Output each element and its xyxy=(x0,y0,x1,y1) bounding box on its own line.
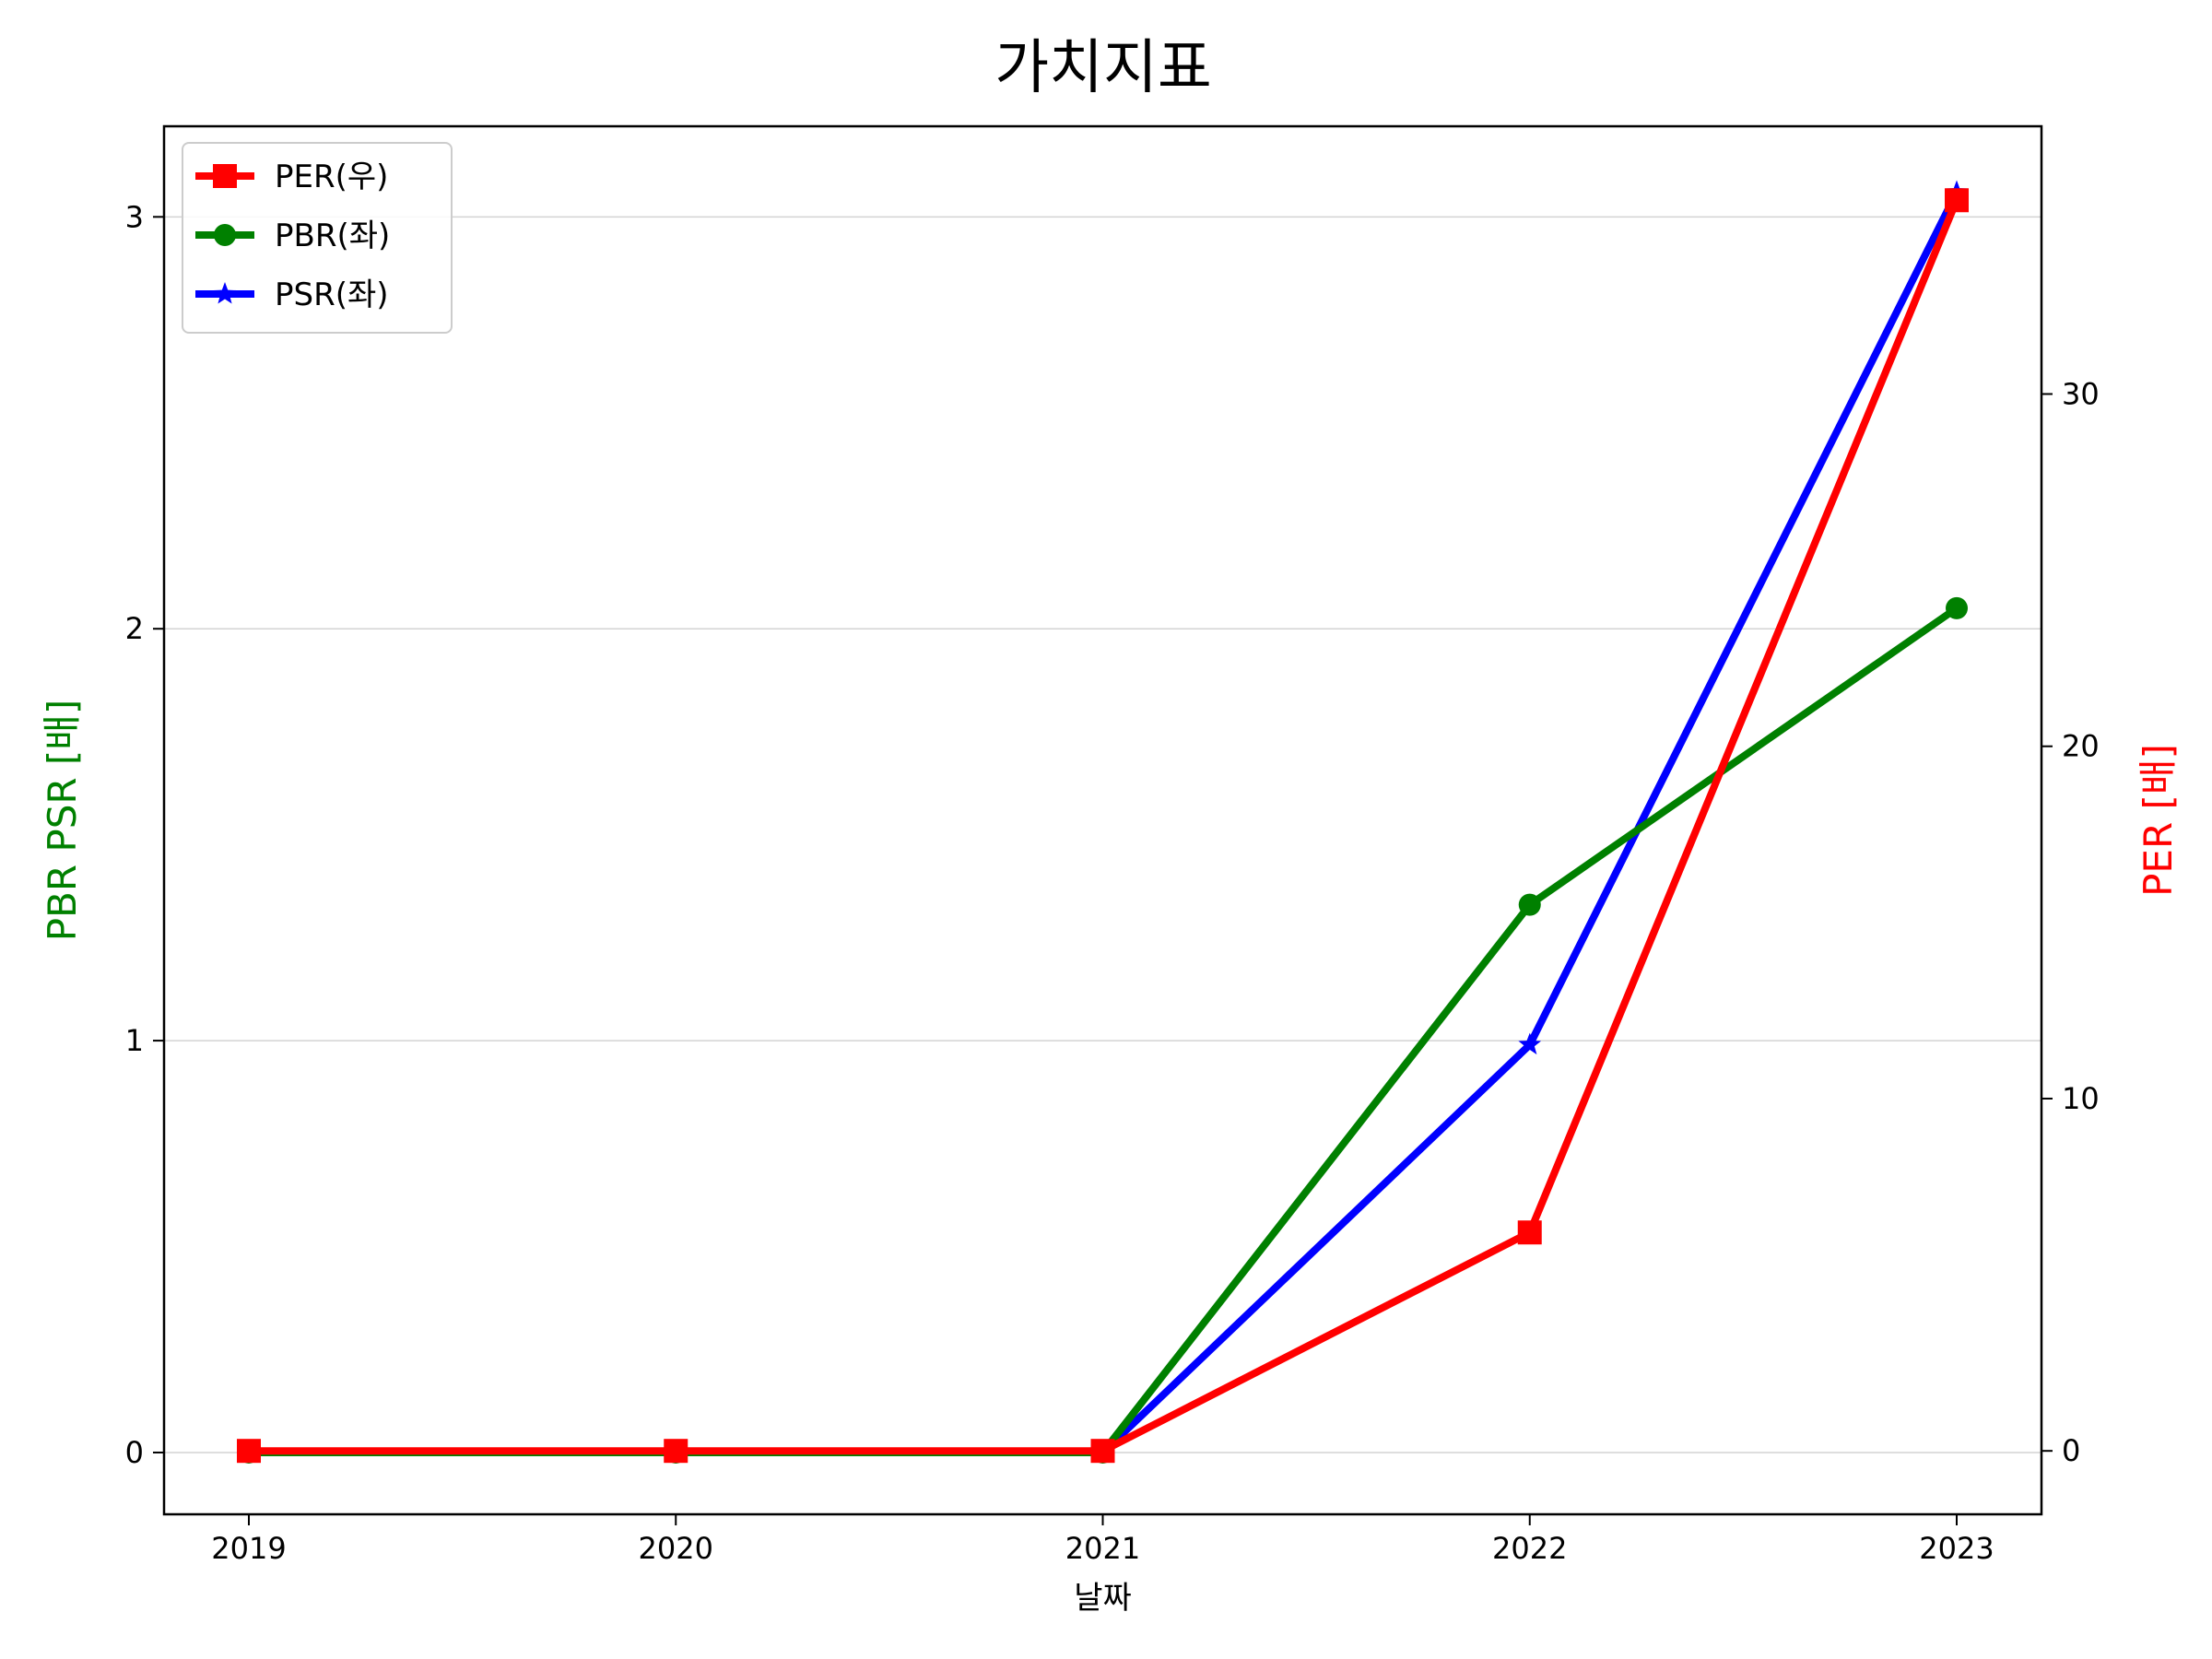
plot-frame xyxy=(162,124,2043,1516)
y-axis-right: 0 10 20 30 xyxy=(2041,376,2100,1468)
data-point-per xyxy=(237,1439,261,1464)
legend-marker-pbr xyxy=(214,224,236,246)
y-axis-left-label: PBR PSR [배] xyxy=(40,700,85,942)
data-point-psr xyxy=(1518,1032,1542,1055)
y-right-tick-label: 20 xyxy=(2062,729,2100,764)
legend-label-psr: PSR(좌) xyxy=(275,276,389,313)
y-left-tick-label: 1 xyxy=(125,1023,144,1058)
series-line-pbr xyxy=(249,605,1959,1456)
series-layer xyxy=(237,180,1969,1464)
data-point-per xyxy=(1090,1439,1115,1464)
x-tick-label: 2020 xyxy=(639,1531,713,1566)
data-point-pbr xyxy=(1518,893,1541,916)
x-axis: 2019 2020 2021 2022 2023 xyxy=(211,1514,1994,1566)
gridlines xyxy=(164,216,2041,1453)
legend-marker-per xyxy=(213,164,237,188)
series-line-per xyxy=(249,198,1960,1455)
y-right-tick-label: 10 xyxy=(2062,1081,2100,1116)
legend-label-pbr: PBR(좌) xyxy=(275,218,390,254)
series-per xyxy=(237,188,1969,1464)
legend: PER(우) PBR(좌) PSR(좌) xyxy=(182,142,453,334)
x-tick-label: 2022 xyxy=(1492,1531,1567,1566)
data-point-pbr xyxy=(1946,596,1968,619)
x-tick-label: 2021 xyxy=(1065,1531,1140,1566)
y-right-tick-label: 0 xyxy=(2062,1433,2080,1468)
legend-label-per: PER(우) xyxy=(275,159,388,195)
y-right-tick-label: 30 xyxy=(2062,376,2100,411)
y-left-tick-label: 2 xyxy=(125,611,144,646)
data-point-per xyxy=(664,1439,688,1464)
data-point-per xyxy=(1517,1220,1542,1245)
y-axis-left: 0 1 2 3 xyxy=(125,199,164,1470)
data-point-per xyxy=(1945,188,1969,213)
series-psr xyxy=(237,180,1969,1463)
y-left-tick-label: 3 xyxy=(125,199,144,234)
series-pbr xyxy=(238,596,1968,1464)
legend-marker-psr xyxy=(213,282,237,304)
x-axis-label: 날짜 xyxy=(1074,1580,1132,1617)
x-tick-label: 2023 xyxy=(1919,1531,1994,1566)
legend-box xyxy=(182,142,453,334)
y-axis-right-label: PER [배] xyxy=(2136,744,2181,897)
y-left-tick-label: 0 xyxy=(125,1435,144,1470)
x-tick-label: 2019 xyxy=(211,1531,286,1566)
chart-title: 가치지표 xyxy=(994,34,1212,102)
